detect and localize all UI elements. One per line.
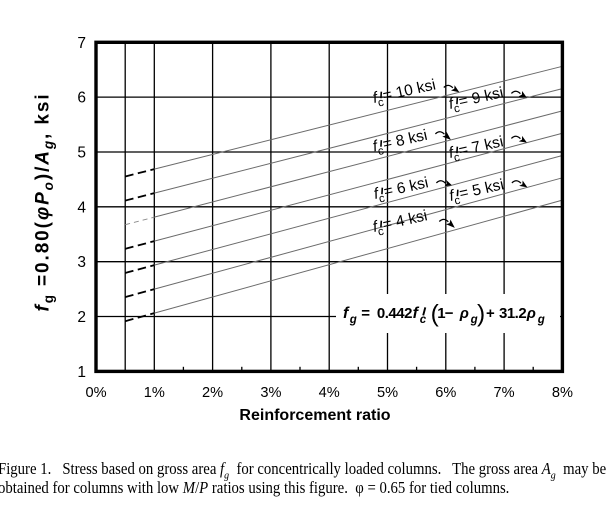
svg-text:f: f (371, 218, 381, 236)
svg-text:c: c (453, 152, 461, 165)
svg-text:0.442: 0.442 (377, 305, 412, 322)
svg-text:(: ( (431, 301, 440, 328)
svg-text:ρ: ρ (526, 305, 536, 322)
svg-text:= 8 ksi: = 8 ksi (381, 127, 429, 153)
svg-text:c: c (378, 193, 386, 206)
svg-text:g: g (537, 314, 545, 326)
svg-text:8%: 8% (552, 385, 573, 401)
svg-text:f: f (448, 187, 458, 205)
svg-text:f: f (371, 89, 381, 107)
svg-text:= 10 ksi: = 10 ksi (381, 76, 437, 104)
svg-text:6: 6 (77, 90, 86, 107)
svg-text:g: g (349, 314, 357, 326)
svg-text:c: c (377, 145, 385, 158)
svg-text:+: + (486, 305, 495, 322)
svg-text:1: 1 (77, 364, 86, 381)
svg-text:= 7 ksi: = 7 ksi (457, 133, 505, 159)
svg-text:7%: 7% (494, 385, 515, 401)
svg-text:f: f (447, 95, 457, 113)
svg-text:3%: 3% (260, 385, 281, 401)
svg-text:6%: 6% (435, 385, 456, 401)
svg-text:Reinforcement ratio: Reinforcement ratio (239, 407, 390, 424)
svg-text:= 9 ksi: = 9 ksi (457, 84, 505, 110)
svg-text:= 6 ksi: = 6 ksi (382, 174, 430, 200)
svg-text:c: c (377, 97, 385, 110)
svg-text:f: f (343, 305, 350, 322)
svg-text:4: 4 (77, 199, 86, 216)
svg-text:=: = (361, 305, 370, 322)
svg-text:7: 7 (77, 35, 86, 52)
svg-text:f: f (447, 144, 457, 162)
svg-text:31.2: 31.2 (499, 305, 526, 322)
svg-text:c: c (453, 195, 461, 208)
svg-text:2: 2 (77, 309, 86, 326)
svg-text:f: f (413, 305, 420, 322)
svg-text:1%: 1% (144, 385, 165, 401)
svg-text:3: 3 (77, 254, 86, 271)
svg-text:): ) (477, 301, 485, 328)
svg-text:= 5 ksi: = 5 ksi (458, 176, 506, 202)
svg-text:= 4 ksi: = 4 ksi (381, 207, 429, 233)
svg-text:1: 1 (437, 305, 445, 322)
svg-text:c: c (453, 103, 461, 116)
svg-text:g: g (470, 314, 478, 326)
svg-text:f: f (372, 185, 382, 203)
svg-text:0%: 0% (85, 385, 106, 401)
svg-text:4%: 4% (319, 385, 340, 401)
svg-text:2%: 2% (202, 385, 223, 401)
svg-text:5%: 5% (377, 385, 398, 401)
svg-text:ρ: ρ (459, 305, 469, 322)
svg-text:c: c (377, 226, 385, 239)
svg-text:5: 5 (77, 145, 86, 162)
svg-text:−: − (445, 305, 454, 322)
svg-text:f: f (371, 138, 381, 156)
svg-text:fg =0.80(φPo)/Ag, ksi: fg =0.80(φPo)/Ag, ksi (33, 92, 57, 311)
svg-text:c: c (420, 314, 427, 326)
